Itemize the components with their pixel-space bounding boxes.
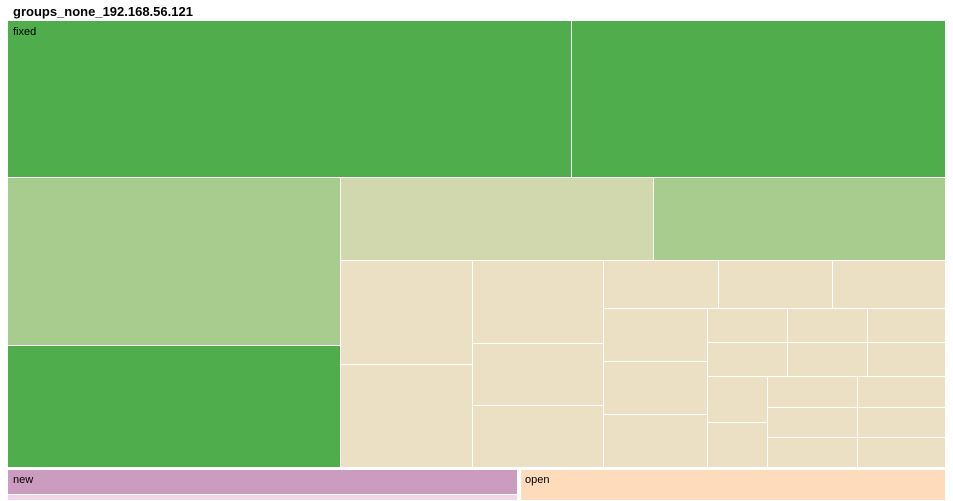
treemap-tile-fixed	[654, 178, 946, 261]
chart-title: groups_none_192.168.56.121	[13, 4, 193, 19]
treemap-tile-fixed	[768, 408, 858, 438]
treemap-tile-fixed	[604, 261, 719, 309]
treemap-tile-fixed	[708, 377, 768, 423]
treemap-tile-fixed	[708, 309, 788, 343]
treemap-tile-fixed	[473, 406, 604, 468]
treemap-tile-fixed	[768, 438, 858, 468]
treemap-tile-fixed	[8, 21, 572, 178]
treemap-tile-open	[521, 470, 946, 501]
treemap-tile-fixed	[858, 408, 946, 438]
treemap-tile-fixed	[833, 261, 946, 309]
treemap-tile-fixed	[768, 377, 858, 408]
treemap-tile-fixed	[341, 178, 654, 261]
treemap-tile-fixed	[341, 261, 473, 365]
treemap-tile-fixed	[473, 261, 604, 344]
treemap-tile-fixed	[8, 346, 341, 468]
treemap-tile-fixed	[604, 362, 708, 415]
treemap-tile-fixed	[604, 309, 708, 362]
treemap-tile-new	[8, 470, 518, 495]
treemap-tile-fixed	[708, 423, 768, 468]
treemap-tile-fixed	[858, 438, 946, 468]
treemap-tile-fixed	[788, 309, 868, 343]
treemap-tile-fixed	[708, 343, 788, 377]
treemap-tile-fixed	[868, 343, 946, 377]
treemap-tile-fixed	[473, 344, 604, 406]
treemap-tile-fixed	[719, 261, 833, 309]
treemap-tile-fixed	[858, 377, 946, 408]
treemap-tile-fixed	[8, 178, 341, 346]
treemap-tile-fixed	[604, 415, 708, 468]
treemap-tile-new	[8, 495, 518, 501]
treemap-tile-fixed	[572, 21, 946, 178]
treemap-tile-fixed	[341, 365, 473, 468]
treemap-tile-fixed	[868, 309, 946, 343]
treemap-tile-fixed	[788, 343, 868, 377]
